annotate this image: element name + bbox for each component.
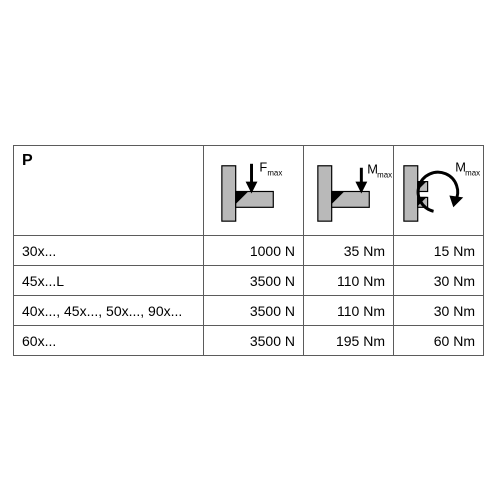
profile-label: 30x... <box>14 236 204 266</box>
table-row: 40x..., 45x..., 50x..., 90x... 3500 N 11… <box>14 296 484 326</box>
profile-label: 40x..., 45x..., 50x..., 90x... <box>14 296 204 326</box>
svg-text:max: max <box>267 169 282 178</box>
fmax-value: 3500 N <box>204 266 304 296</box>
profile-label: 60x... <box>14 326 204 356</box>
col-header-mmax-torsion: M max <box>394 146 484 236</box>
col-header-mmax-bend: M max <box>304 146 394 236</box>
load-capacity-table: P <box>13 145 484 356</box>
col-header-fmax: F max <box>204 146 304 236</box>
m2-value: 30 Nm <box>394 266 484 296</box>
fmax-value: 1000 N <box>204 236 304 266</box>
mmax-torsion-icon: M max <box>394 146 483 235</box>
table-header-row: P <box>14 146 484 236</box>
m2-value: 30 Nm <box>394 296 484 326</box>
table-row: 60x... 3500 N 195 Nm 60 Nm <box>14 326 484 356</box>
mmax-bend-icon: M max <box>304 146 393 235</box>
m2-value: 15 Nm <box>394 236 484 266</box>
table-row: 30x... 1000 N 35 Nm 15 Nm <box>14 236 484 266</box>
load-capacity-panel: P <box>13 145 483 355</box>
col-header-profile: P <box>14 146 204 236</box>
m1-value: 110 Nm <box>304 266 394 296</box>
fmax-icon: F max <box>204 146 303 235</box>
fmax-value: 3500 N <box>204 326 304 356</box>
fmax-value: 3500 N <box>204 296 304 326</box>
svg-text:max: max <box>465 169 480 178</box>
svg-text:F: F <box>259 160 267 175</box>
svg-text:max: max <box>377 171 392 180</box>
m2-value: 60 Nm <box>394 326 484 356</box>
table-row: 45x...L 3500 N 110 Nm 30 Nm <box>14 266 484 296</box>
header-p-label: P <box>22 152 33 169</box>
profile-label: 45x...L <box>14 266 204 296</box>
m1-value: 110 Nm <box>304 296 394 326</box>
m1-value: 35 Nm <box>304 236 394 266</box>
m1-value: 195 Nm <box>304 326 394 356</box>
